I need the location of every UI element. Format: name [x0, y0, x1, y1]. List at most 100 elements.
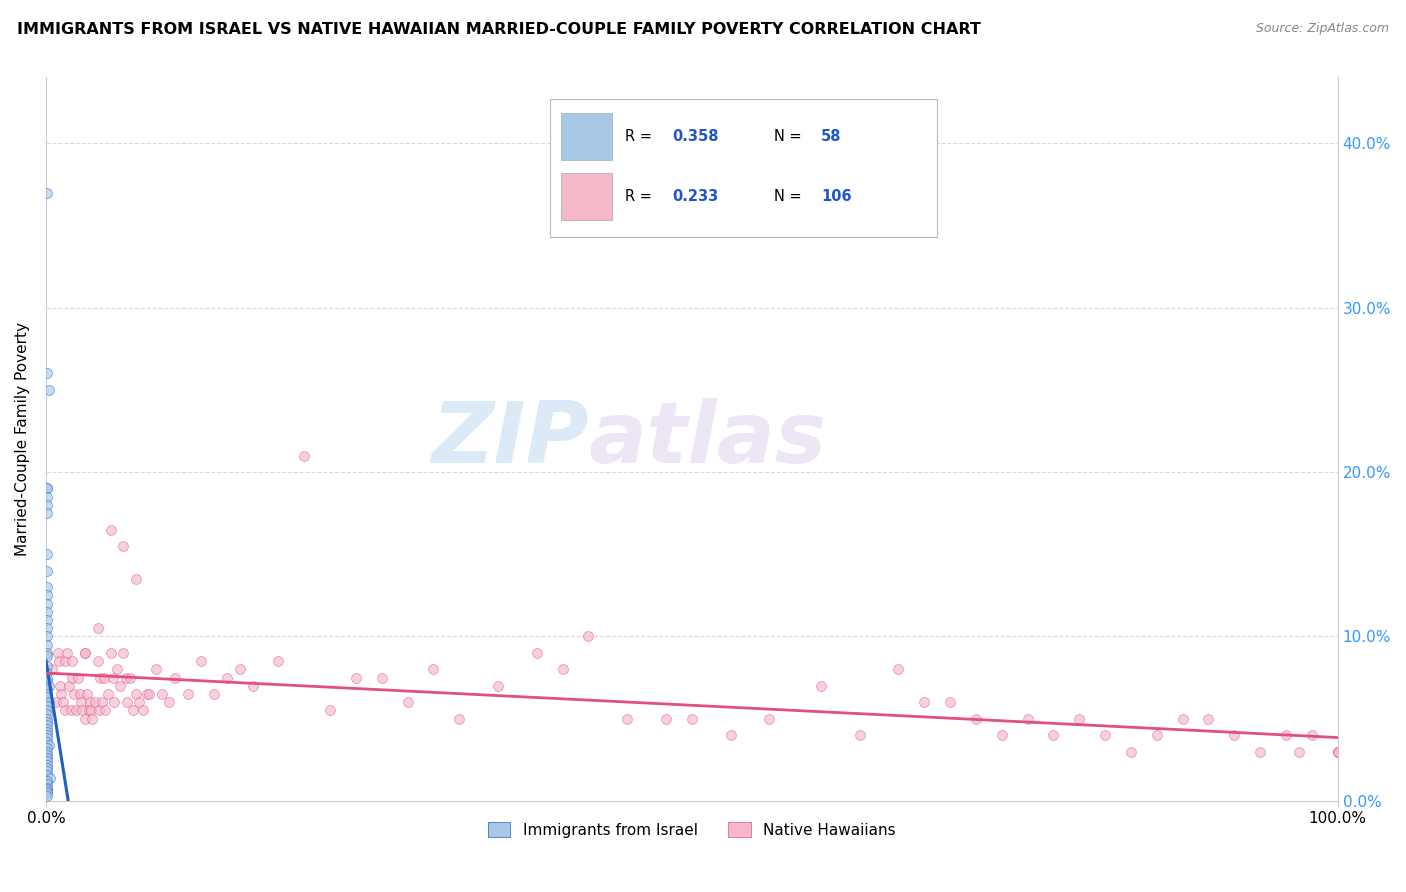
Native Hawaiians	[112, 646, 135, 660]
Native Hawaiians	[810, 679, 832, 693]
Native Hawaiians	[177, 687, 200, 701]
Native Hawaiians	[887, 662, 910, 676]
Native Hawaiians	[292, 449, 315, 463]
Immigrants from Israel	[37, 714, 59, 729]
Native Hawaiians	[65, 703, 87, 717]
Immigrants from Israel	[37, 613, 59, 627]
Native Hawaiians	[60, 654, 83, 668]
Native Hawaiians	[319, 703, 342, 717]
Native Hawaiians	[86, 621, 108, 635]
Native Hawaiians	[51, 687, 73, 701]
Native Hawaiians	[73, 646, 96, 660]
Immigrants from Israel	[37, 649, 59, 664]
Native Hawaiians	[79, 695, 101, 709]
Native Hawaiians	[1171, 712, 1194, 726]
Native Hawaiians	[422, 662, 444, 676]
Native Hawaiians	[1223, 728, 1246, 742]
Native Hawaiians	[681, 712, 703, 726]
Native Hawaiians	[1198, 712, 1220, 726]
Y-axis label: Married-Couple Family Poverty: Married-Couple Family Poverty	[15, 322, 30, 556]
Native Hawaiians	[53, 703, 76, 717]
Native Hawaiians	[115, 671, 138, 685]
Native Hawaiians	[82, 712, 104, 726]
Immigrants from Israel	[37, 786, 59, 800]
Native Hawaiians	[396, 695, 419, 709]
Native Hawaiians	[939, 695, 962, 709]
Native Hawaiians	[1094, 728, 1116, 742]
Native Hawaiians	[48, 654, 70, 668]
Native Hawaiians	[371, 671, 394, 685]
Native Hawaiians	[1146, 728, 1168, 742]
Native Hawaiians	[1326, 745, 1348, 759]
Immigrants from Israel	[37, 774, 59, 789]
Native Hawaiians	[145, 662, 167, 676]
Native Hawaiians	[125, 687, 148, 701]
Immigrants from Israel	[37, 498, 59, 512]
Native Hawaiians	[1042, 728, 1064, 742]
Immigrants from Israel	[37, 698, 59, 713]
Native Hawaiians	[1301, 728, 1323, 742]
Native Hawaiians	[76, 687, 98, 701]
Immigrants from Israel	[37, 621, 59, 635]
Legend: Immigrants from Israel, Native Hawaiians: Immigrants from Israel, Native Hawaiians	[481, 815, 903, 844]
Immigrants from Israel	[37, 722, 59, 736]
Immigrants from Israel	[37, 665, 59, 680]
Native Hawaiians	[41, 662, 63, 676]
Native Hawaiians	[551, 662, 574, 676]
Immigrants from Israel	[37, 747, 59, 762]
Native Hawaiians	[215, 671, 238, 685]
Native Hawaiians	[87, 703, 110, 717]
Native Hawaiians	[190, 654, 212, 668]
Immigrants from Israel	[37, 547, 59, 561]
Immigrants from Israel	[37, 690, 59, 705]
Native Hawaiians	[70, 703, 93, 717]
Native Hawaiians	[73, 712, 96, 726]
Native Hawaiians	[118, 671, 141, 685]
Native Hawaiians	[344, 671, 367, 685]
Immigrants from Israel	[37, 745, 59, 759]
Native Hawaiians	[52, 695, 75, 709]
Immigrants from Israel	[37, 659, 59, 673]
Immigrants from Israel	[38, 383, 60, 397]
Native Hawaiians	[86, 654, 108, 668]
Native Hawaiians	[63, 687, 86, 701]
Immigrants from Israel	[37, 186, 59, 200]
Native Hawaiians	[100, 523, 122, 537]
Native Hawaiians	[117, 695, 139, 709]
Native Hawaiians	[80, 703, 103, 717]
Immigrants from Israel	[37, 490, 59, 504]
Native Hawaiians	[97, 687, 120, 701]
Immigrants from Israel	[37, 506, 59, 520]
Immigrants from Israel	[37, 564, 59, 578]
Text: IMMIGRANTS FROM ISRAEL VS NATIVE HAWAIIAN MARRIED-COUPLE FAMILY POVERTY CORRELAT: IMMIGRANTS FROM ISRAEL VS NATIVE HAWAIIA…	[17, 22, 981, 37]
Immigrants from Israel	[37, 687, 59, 701]
Native Hawaiians	[55, 646, 77, 660]
Native Hawaiians	[103, 695, 125, 709]
Immigrants from Israel	[37, 731, 59, 746]
Native Hawaiians	[1017, 712, 1039, 726]
Immigrants from Israel	[38, 771, 60, 785]
Immigrants from Israel	[37, 482, 59, 496]
Text: Source: ZipAtlas.com: Source: ZipAtlas.com	[1256, 22, 1389, 36]
Immigrants from Israel	[37, 784, 59, 798]
Immigrants from Israel	[38, 695, 60, 709]
Native Hawaiians	[46, 646, 69, 660]
Native Hawaiians	[59, 703, 82, 717]
Immigrants from Israel	[37, 675, 59, 690]
Native Hawaiians	[70, 695, 93, 709]
Immigrants from Israel	[37, 741, 59, 756]
Immigrants from Israel	[37, 782, 59, 797]
Native Hawaiians	[101, 671, 124, 685]
Immigrants from Israel	[37, 588, 59, 602]
Native Hawaiians	[94, 703, 117, 717]
Native Hawaiians	[49, 679, 72, 693]
Immigrants from Israel	[37, 646, 59, 660]
Text: ZIP: ZIP	[430, 398, 589, 481]
Immigrants from Israel	[37, 764, 59, 779]
Native Hawaiians	[45, 695, 67, 709]
Native Hawaiians	[157, 695, 180, 709]
Native Hawaiians	[486, 679, 509, 693]
Native Hawaiians	[89, 671, 111, 685]
Native Hawaiians	[616, 712, 638, 726]
Native Hawaiians	[132, 703, 155, 717]
